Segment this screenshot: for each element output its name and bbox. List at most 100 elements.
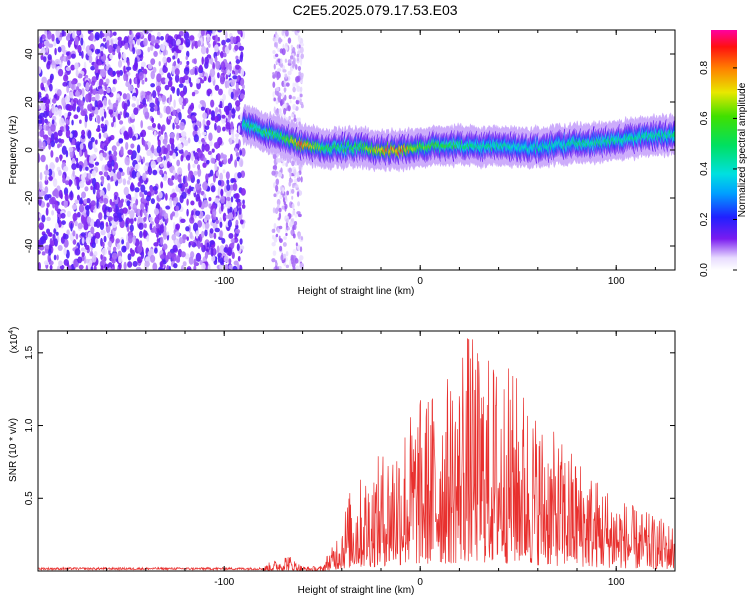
heatmap-cell: [285, 30, 289, 37]
heatmap-cell: [149, 223, 153, 231]
heatmap-cell: [68, 91, 74, 99]
heatmap-cell: [124, 42, 129, 50]
heatmap-cell: [297, 35, 301, 43]
heatmap-cell: [291, 30, 296, 33]
heatmap-cell: [272, 153, 277, 160]
heatmap-cell: [290, 188, 295, 194]
heatmap-cell: [222, 169, 226, 174]
heatmap-cell: [86, 198, 91, 204]
heatmap-cell: [154, 104, 158, 112]
heatmap-cell: [81, 252, 85, 257]
heatmap-cell: [166, 160, 171, 169]
heatmap-cell: [276, 68, 282, 72]
heatmap-cell: [285, 218, 289, 224]
heatmap-cell: [96, 115, 101, 125]
heatmap-cell: [275, 233, 279, 238]
heatmap-cell: [76, 82, 82, 87]
heatmap-cell: [135, 266, 142, 270]
heatmap-cell: [46, 202, 50, 208]
heatmap-cell: [295, 99, 300, 105]
heatmap-cell: [290, 113, 294, 118]
heatmap-cell: [95, 128, 101, 133]
heatmap-cell: [150, 34, 156, 45]
heatmap-cell: [273, 182, 276, 189]
heatmap-cell: [45, 41, 50, 46]
heatmap-cell: [235, 136, 239, 144]
heatmap-cell: [160, 236, 164, 246]
heatmap-cell: [237, 172, 242, 179]
heatmap-cell: [285, 162, 289, 167]
heatmap-cell: [273, 266, 276, 270]
heatmap-cell: [70, 222, 73, 232]
heatmap-cell: [277, 37, 282, 45]
heatmap-cell: [88, 30, 94, 33]
heatmap-cell: [64, 95, 71, 104]
heatmap-cell: [51, 119, 55, 125]
heatmap-cell: [206, 30, 212, 33]
heatmap-cell: [63, 124, 67, 133]
heatmap-cell: [176, 87, 180, 97]
heatmap-cell: [162, 50, 167, 56]
heatmap-cell: [277, 158, 281, 163]
heatmap-cell: [116, 171, 122, 180]
heatmap-cell: [185, 55, 188, 61]
heatmap-cell: [210, 185, 216, 193]
heatmap-cell: [70, 64, 75, 71]
heatmap-cell: [211, 255, 216, 262]
heatmap-cell: [163, 212, 169, 220]
heatmap-cell: [123, 73, 127, 82]
heatmap-cell: [38, 104, 41, 110]
heatmap-cell: [292, 266, 296, 270]
heatmap-cell: [106, 211, 110, 217]
heatmap-cell: [136, 144, 141, 154]
heatmap-cell: [112, 116, 116, 124]
heatmap-cell: [225, 121, 231, 130]
heatmap-cell: [102, 37, 107, 42]
heatmap-cell: [101, 178, 105, 185]
heatmap-cell: [291, 160, 295, 167]
heatmap-cell: [48, 175, 53, 181]
heatmap-cell: [101, 247, 108, 256]
heatmap-cell: [146, 94, 150, 102]
heatmap-cell: [209, 240, 215, 245]
heatmap-cell: [272, 72, 275, 76]
heatmap-cell: [137, 181, 142, 187]
heatmap-cell: [66, 229, 70, 236]
heatmap-cell: [129, 30, 132, 35]
heatmap-cell: [215, 219, 220, 224]
heatmap-cell: [212, 30, 216, 37]
heatmap-cell: [205, 159, 210, 165]
heatmap-cell: [88, 163, 95, 168]
heatmap-cell: [137, 245, 143, 254]
heatmap-cell: [215, 171, 219, 177]
heatmap-cell: [43, 260, 50, 266]
heatmap-cell: [206, 37, 210, 42]
heatmap-cell: [214, 227, 220, 233]
heatmap-cell: [67, 105, 74, 112]
heatmap-cell: [129, 209, 135, 219]
heatmap-cell: [45, 164, 49, 172]
chart-title: C2E5.2025.079.17.53.E03: [292, 2, 457, 18]
heatmap-cell: [164, 193, 168, 201]
heatmap-cell: [54, 238, 58, 247]
heatmap-cell: [157, 87, 160, 97]
heatmap-cell: [124, 156, 130, 166]
heatmap-cell: [96, 73, 99, 81]
heatmap-cell: [102, 152, 107, 158]
heatmap-cell: [60, 212, 66, 219]
heatmap-cell: [118, 255, 123, 264]
heatmap-cell: [38, 66, 42, 75]
heatmap-cell: [63, 74, 69, 82]
heatmap-cell: [166, 143, 171, 152]
heatmap-cell: [80, 232, 86, 237]
heatmap-cell: [42, 134, 49, 140]
heatmap-cell: [195, 230, 199, 239]
heatmap-cell: [150, 198, 155, 205]
heatmap-cell: [133, 107, 139, 115]
heatmap-cell: [180, 265, 184, 270]
heatmap-cell: [76, 30, 81, 35]
heatmap-cell: [90, 266, 94, 270]
heatmap-cell: [112, 31, 117, 36]
heatmap-cell: [108, 108, 114, 115]
heatmap-cell: [87, 140, 94, 150]
